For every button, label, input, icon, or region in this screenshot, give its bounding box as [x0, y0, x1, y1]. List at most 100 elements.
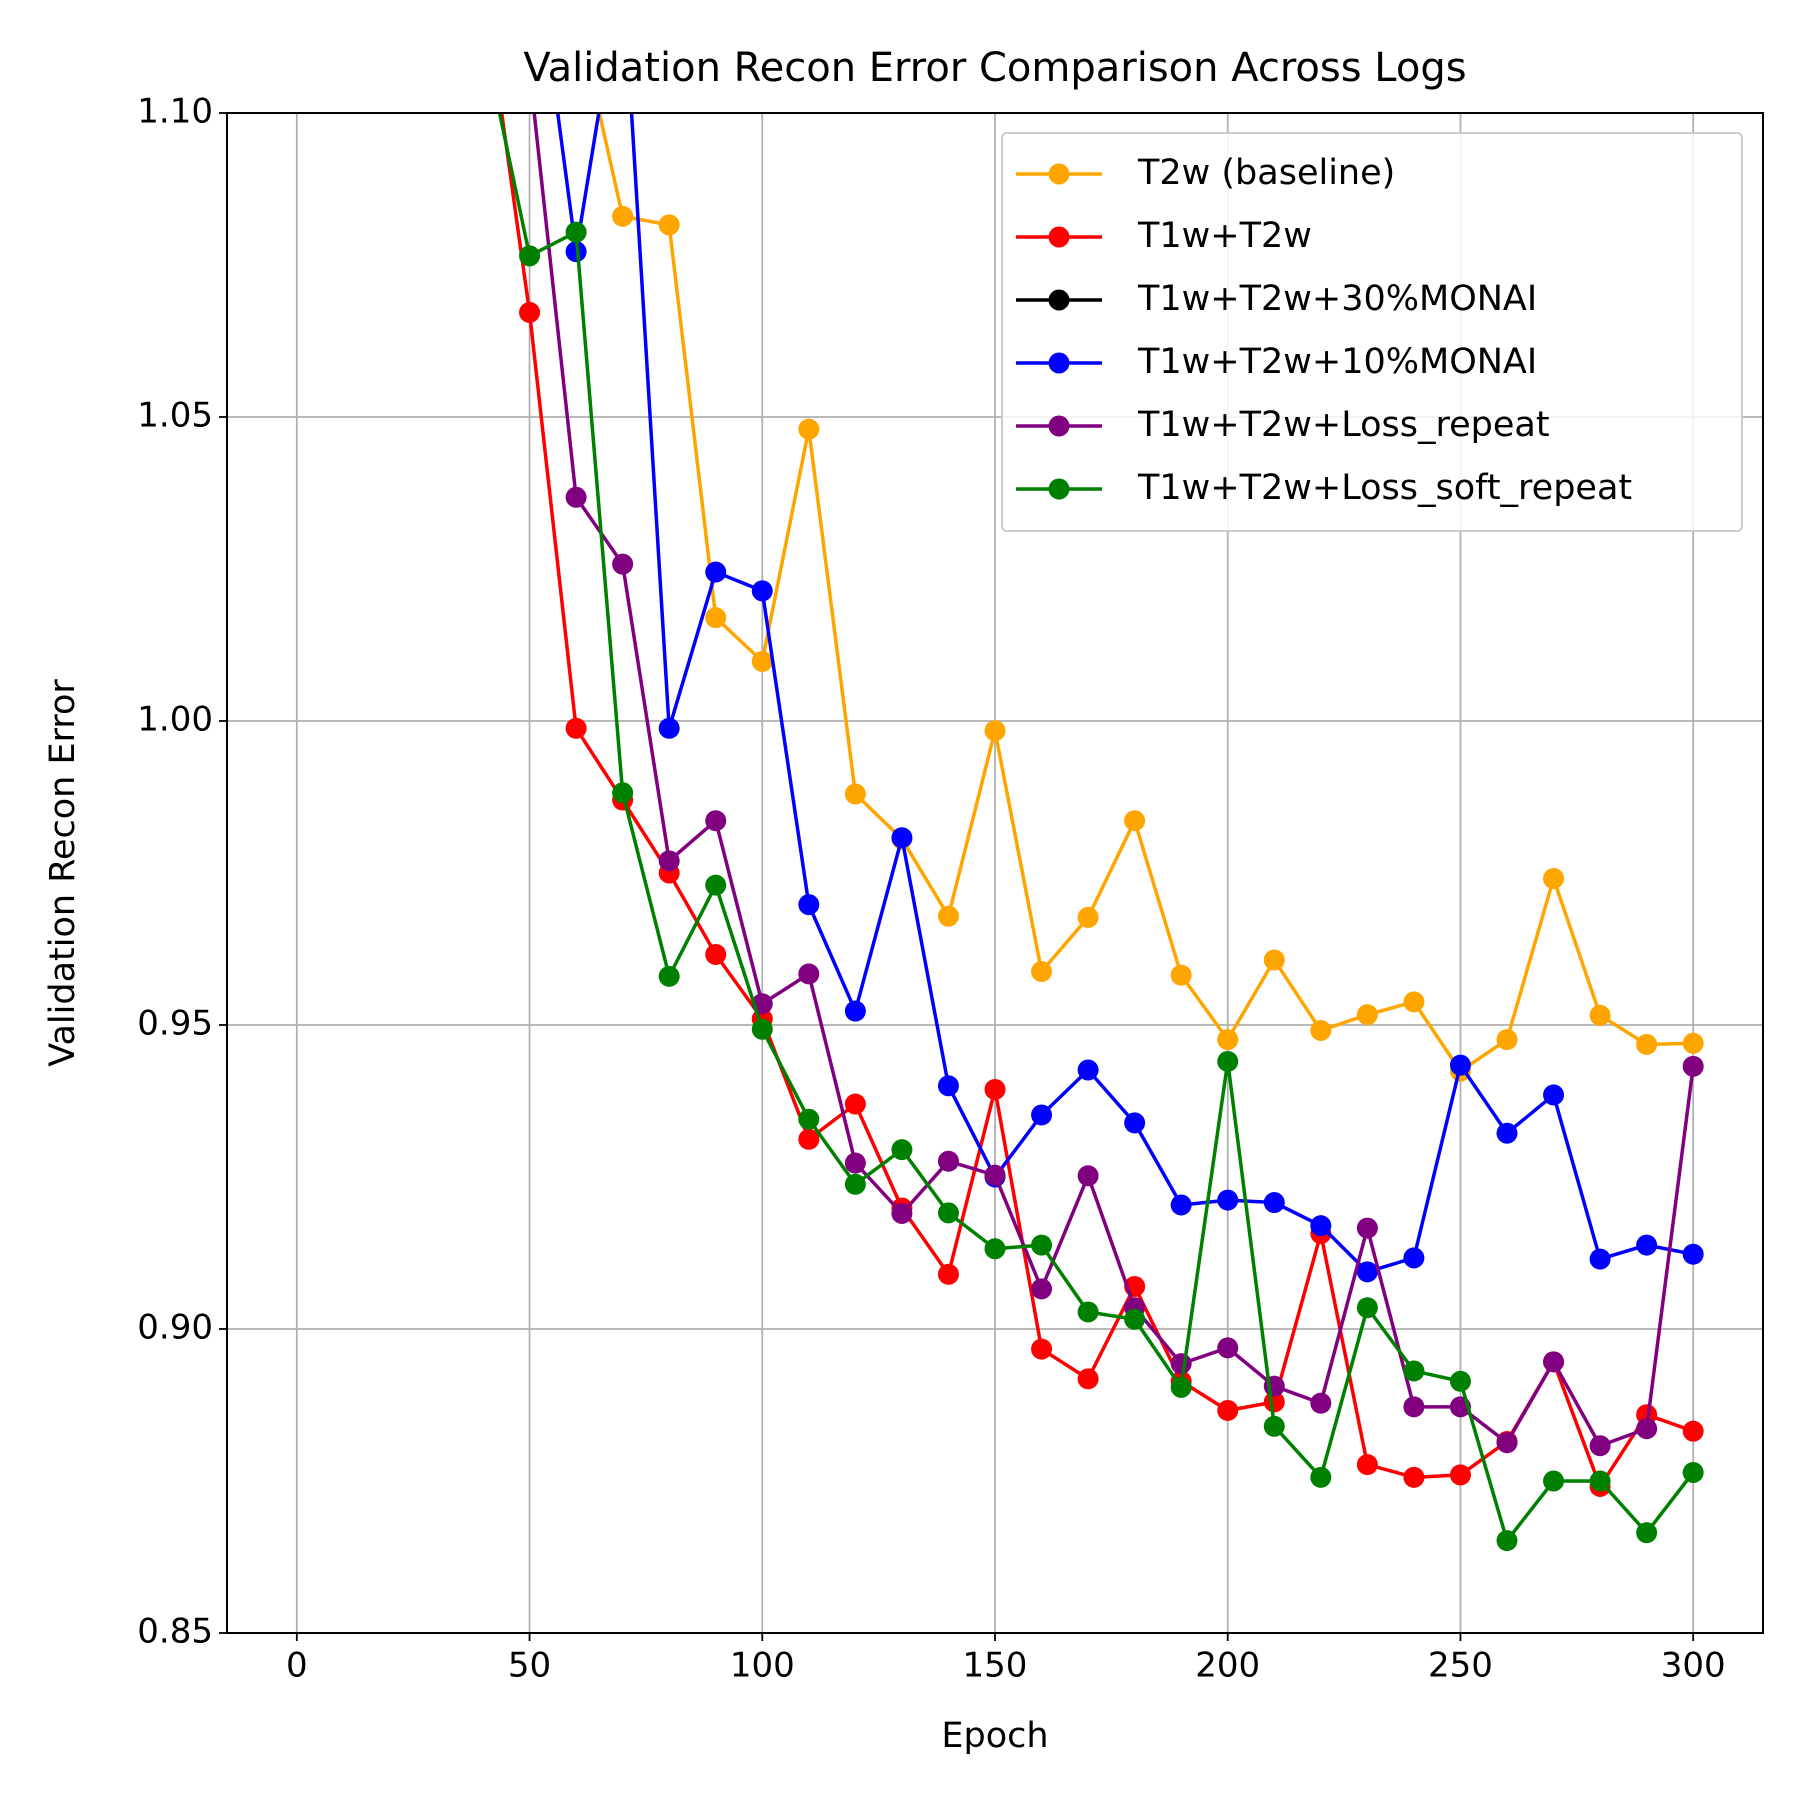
data-point: [705, 874, 727, 896]
data-point: [1543, 1351, 1565, 1373]
data-point: [1170, 1353, 1192, 1375]
data-point: [1403, 1466, 1425, 1488]
data-point: [798, 894, 820, 916]
y-tick-label: 0.90: [137, 1308, 213, 1348]
data-point: [1124, 1112, 1146, 1134]
data-point: [844, 1152, 866, 1174]
data-point: [1077, 1059, 1099, 1081]
data-point: [519, 245, 541, 267]
data-point: [1403, 1360, 1425, 1382]
data-point: [891, 827, 913, 849]
y-tick-label: 0.85: [137, 1612, 213, 1652]
data-point: [1682, 1461, 1704, 1483]
data-point: [1310, 1019, 1332, 1041]
data-point: [1636, 1418, 1658, 1440]
data-point: [844, 1173, 866, 1195]
data-point: [844, 1000, 866, 1022]
data-point: [937, 1263, 959, 1285]
chart-title: Validation Recon Error Comparison Across…: [523, 45, 1466, 91]
plot-area: [497, 113, 1704, 1552]
legend-marker: [1048, 415, 1070, 437]
legend-label: T1w+T2w+10%MONAI: [1137, 342, 1537, 382]
y-tick-label: 1.00: [137, 700, 213, 740]
data-point: [1403, 1247, 1425, 1269]
data-point: [1031, 960, 1053, 982]
data-point: [565, 717, 587, 739]
data-point: [658, 214, 680, 236]
data-point: [1589, 1470, 1611, 1492]
data-point: [1496, 1432, 1518, 1454]
data-point: [844, 1093, 866, 1115]
data-point: [1543, 1470, 1565, 1492]
data-point: [1170, 964, 1192, 986]
data-point: [658, 850, 680, 872]
data-point: [798, 1128, 820, 1150]
data-point: [1449, 1464, 1471, 1486]
data-point: [798, 1108, 820, 1130]
data-point: [1170, 1376, 1192, 1398]
data-point: [519, 301, 541, 323]
legend-label: T1w+T2w: [1137, 216, 1312, 256]
data-point: [1356, 1454, 1378, 1476]
data-point: [1310, 1215, 1332, 1237]
data-point: [1636, 1234, 1658, 1256]
data-point: [1031, 1338, 1053, 1360]
y-tick-label: 0.95: [137, 1004, 213, 1044]
legend-label: T1w+T2w+Loss_repeat: [1137, 405, 1550, 445]
data-point: [751, 1018, 773, 1040]
data-point: [937, 1202, 959, 1224]
data-point: [1589, 1004, 1611, 1026]
data-point: [705, 561, 727, 583]
data-point: [984, 1164, 1006, 1186]
data-point: [1124, 810, 1146, 832]
data-point: [1217, 1050, 1239, 1072]
legend-marker: [1048, 289, 1070, 311]
data-point: [1543, 1084, 1565, 1106]
data-point: [565, 221, 587, 243]
data-point: [1077, 906, 1099, 928]
data-point: [1356, 1004, 1378, 1026]
data-point: [844, 783, 866, 805]
data-point: [937, 1150, 959, 1172]
y-axis-label: Validation Recon Error: [43, 679, 83, 1067]
data-point: [1077, 1165, 1099, 1187]
x-tick-label: 100: [730, 1646, 795, 1686]
legend: T2w (baseline) T1w+T2w T1w+T2w+30%MONAI T1w…: [1001, 132, 1743, 532]
data-point: [1682, 1243, 1704, 1265]
data-point: [1263, 949, 1285, 971]
data-point: [1449, 1370, 1471, 1392]
data-point: [1403, 991, 1425, 1013]
data-point: [1636, 1033, 1658, 1055]
data-point: [705, 810, 727, 832]
y-tick-label: 1.10: [137, 92, 213, 132]
data-point: [891, 1139, 913, 1161]
data-point: [1403, 1396, 1425, 1418]
x-tick-label: 50: [508, 1646, 551, 1686]
legend-label: T1w+T2w+Loss_soft_repeat: [1137, 468, 1632, 508]
data-point: [1543, 867, 1565, 889]
data-point: [1263, 1192, 1285, 1214]
data-point: [705, 943, 727, 965]
legend-label: T1w+T2w+30%MONAI: [1137, 279, 1537, 319]
data-point: [1031, 1234, 1053, 1256]
data-point: [1310, 1392, 1332, 1414]
data-point: [751, 650, 773, 672]
data-point: [1124, 1308, 1146, 1330]
data-point: [1217, 1189, 1239, 1211]
data-point: [658, 965, 680, 987]
data-point: [984, 720, 1006, 742]
x-tick-label: 300: [1661, 1646, 1726, 1686]
data-point: [1636, 1522, 1658, 1544]
data-point: [1496, 1029, 1518, 1051]
data-point: [937, 1075, 959, 1097]
data-point: [705, 607, 727, 629]
data-point: [1682, 1032, 1704, 1054]
data-point: [1031, 1278, 1053, 1300]
data-point: [612, 205, 634, 227]
data-point: [798, 963, 820, 985]
data-point: [658, 717, 680, 739]
x-tick-label: 200: [1195, 1646, 1260, 1686]
data-point: [798, 418, 820, 440]
x-axis-label: Epoch: [941, 1716, 1048, 1756]
